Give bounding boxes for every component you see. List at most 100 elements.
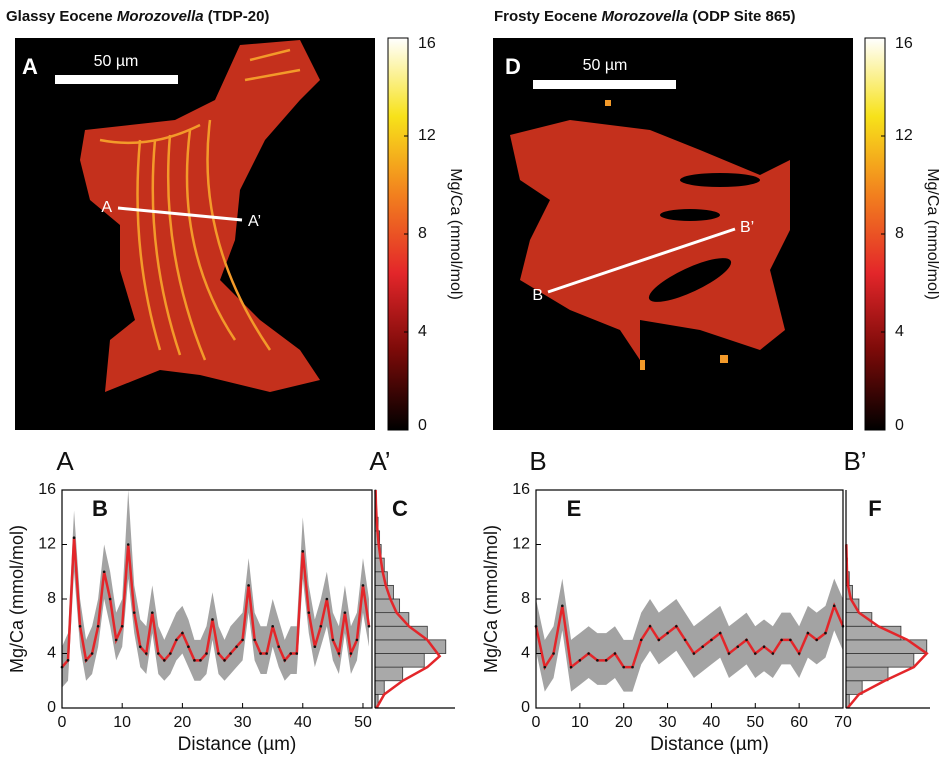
data-point [361, 584, 365, 587]
data-point [157, 652, 160, 655]
data-point [753, 652, 757, 655]
y-tick-label: 12 [38, 536, 56, 553]
data-point [824, 631, 827, 635]
x-tick-label: 50 [746, 714, 764, 731]
growth-bands [99, 48, 301, 361]
data-point [271, 624, 274, 628]
uncertainty-band [536, 578, 843, 692]
data-point [675, 624, 678, 628]
data-point [78, 624, 82, 628]
data-point [771, 652, 775, 655]
data-point [90, 652, 94, 655]
mean-line [61, 537, 371, 668]
data-point [253, 638, 256, 642]
data-point [683, 638, 687, 642]
y-tick-label: 16 [38, 481, 56, 498]
transect-end-label: A [56, 446, 74, 476]
data-point [205, 652, 208, 655]
data-point [259, 652, 262, 655]
data-point [331, 638, 335, 642]
data-point [66, 659, 70, 662]
data-point [337, 652, 341, 655]
data-point [613, 652, 617, 655]
y-tick-label: 4 [47, 645, 56, 662]
y-tick-label: 16 [512, 481, 530, 498]
histogram-bar [374, 680, 385, 695]
transect-end-label: B’ [843, 446, 866, 476]
data-point [718, 631, 722, 635]
data-point [569, 665, 573, 669]
title: Frosty Eocene Morozovella (ODP Site 865) [494, 8, 796, 25]
data-point [701, 645, 704, 648]
data-point [543, 665, 547, 669]
y-tick-label: 0 [521, 699, 530, 716]
data-point [126, 543, 130, 546]
data-point [832, 604, 836, 608]
data-point [596, 659, 599, 662]
transect-end-label: B [529, 446, 546, 476]
data-point [144, 652, 148, 655]
transect-label: A [101, 199, 112, 216]
data-point [169, 652, 172, 655]
x-tick-label: 20 [615, 714, 633, 731]
colorbar-tick-label: 8 [895, 225, 904, 242]
fit-curve [845, 544, 929, 709]
x-tick-label: 70 [834, 714, 852, 731]
data-point [301, 550, 305, 553]
data-point [745, 638, 748, 642]
data-point [762, 645, 766, 648]
panel-label: C [392, 496, 408, 521]
data-point [343, 611, 347, 614]
data-point [247, 584, 250, 587]
data-point [132, 611, 136, 614]
y-tick-label: 4 [521, 645, 530, 662]
colorbar-tick-label: 12 [418, 127, 436, 144]
data-point [114, 638, 118, 642]
colorbar-tick-label: 8 [418, 225, 427, 242]
x-tick-label: 30 [234, 714, 252, 731]
panel-label: A [22, 54, 38, 79]
x-tick-label: 20 [173, 714, 191, 731]
y-tick-label: 0 [47, 699, 56, 716]
data-point [283, 659, 287, 662]
data-point [96, 624, 100, 628]
colorbar-label: Mg/Ca (mmol/mol) [447, 168, 464, 300]
x-tick-label: 60 [790, 714, 808, 731]
data-point [138, 645, 142, 648]
histogram-bar [845, 680, 863, 695]
colorbar-tick-label: 0 [418, 417, 427, 434]
title: Glassy Eocene Morozovella (TDP-20) [6, 8, 269, 25]
y-tick-label: 8 [521, 590, 530, 607]
data-point [631, 665, 634, 669]
data-point [199, 659, 202, 662]
transect-end-label: A’ [369, 446, 390, 476]
data-point [561, 604, 564, 608]
x-tick-label: 30 [659, 714, 677, 731]
data-point [211, 618, 214, 621]
scale-label: 50 µm [583, 57, 628, 74]
colorbar-tick-label: 0 [895, 417, 904, 434]
x-tick-label: 40 [703, 714, 721, 731]
data-point [325, 597, 329, 601]
data-point [241, 638, 244, 642]
panel-label: B [92, 496, 108, 521]
mean-line [534, 602, 845, 671]
data-point [622, 665, 626, 669]
data-point [289, 652, 293, 655]
transect-label: B’ [740, 219, 754, 236]
x-tick-label: 0 [58, 714, 67, 731]
data-point [552, 652, 555, 655]
transect [117, 206, 243, 222]
histogram-bar [374, 666, 404, 682]
data-point [150, 611, 154, 614]
data-point [217, 652, 220, 655]
data-point [587, 652, 590, 655]
histogram-bar [845, 653, 915, 668]
histogram-bar [374, 653, 425, 668]
data-point [295, 652, 299, 655]
y-axis-label: Mg/Ca (mmol/mol) [481, 525, 501, 673]
fit-curve [374, 489, 442, 709]
data-point [578, 659, 582, 662]
data-point [84, 659, 88, 662]
